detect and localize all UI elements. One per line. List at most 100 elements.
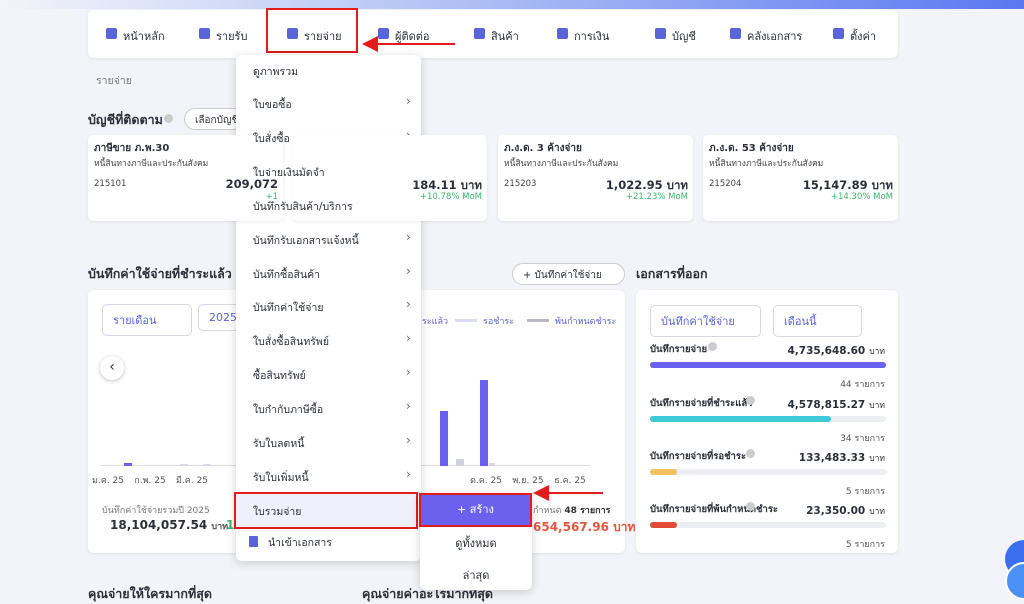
chevron: › <box>406 399 411 413</box>
nav-item[interactable]: รายรับ <box>216 30 248 43</box>
chevron: › <box>406 467 411 481</box>
row-label: บันทึกรายจ่าย <box>650 344 708 355</box>
progress-track <box>650 469 886 475</box>
breadcrumb: รายจ่าย <box>96 75 132 87</box>
bar <box>180 464 188 466</box>
nav-item[interactable]: ตั้งค่า <box>850 30 877 43</box>
create-button[interactable]: + สร้าง <box>419 493 532 527</box>
card-subtitle: หนี้สินทางภาษีและประกันสังคม <box>94 159 209 169</box>
x-tick-label: ธ.ค. 25 <box>554 476 586 486</box>
type-select[interactable]: บันทึกค่าใช้จ่าย <box>650 305 761 337</box>
menu-item[interactable]: ซื้อสินทรัพย์ <box>253 370 306 382</box>
menu-item[interactable]: บันทึกรับเอกสารแจ้งหนี้ <box>253 235 359 247</box>
section-title: บัญชีที่ติดตาม <box>88 112 163 127</box>
account-code: 215101 <box>94 179 127 189</box>
nav-icon <box>199 28 210 39</box>
row-count: 5 รายการ <box>845 540 885 550</box>
section-title: เอกสารที่ออก <box>636 266 708 281</box>
total: 18,104,057.54 บาท <box>110 518 228 533</box>
account-select[interactable]: เลือกบัญชี <box>184 108 244 130</box>
nav-item[interactable]: บัญชี <box>672 30 696 43</box>
legend-item: ระแล้ว <box>422 317 449 327</box>
period-select[interactable]: รายเดือน <box>102 304 192 336</box>
unit: บาท <box>869 347 885 357</box>
account-code: 215204 <box>709 179 742 189</box>
label: กำหนด <box>533 506 562 516</box>
bar <box>203 464 211 466</box>
progress-bar <box>650 469 677 475</box>
row-count: 34 รายการ <box>840 434 885 444</box>
menu-item[interactable]: บันทึกค่าใช้จ่าย <box>253 302 324 314</box>
legend-item: พ้นกำหนดชำระ <box>555 317 617 327</box>
account-card <box>498 135 693 221</box>
bar <box>124 463 132 466</box>
account-card <box>703 135 898 221</box>
card-title: ภ.ง.ด. 53 ค้างจ่าย <box>709 143 794 154</box>
menu-item[interactable]: นำเข้าเอกสาร <box>268 537 332 549</box>
nav-item[interactable]: ผู้ติดต่อ <box>395 30 430 43</box>
amount: 4,735,648.60 <box>787 345 866 357</box>
total-label: บันทึกค่าใช้จ่ายรวมปี 2025 <box>102 506 210 516</box>
x-tick-label: ม.ค. 25 <box>92 476 124 486</box>
nav-item[interactable]: หน้าหลัก <box>123 30 165 43</box>
menu-item[interactable]: ใบจ่ายเงินมัดจำ <box>253 167 325 179</box>
change: +21.23% MoM <box>625 192 688 202</box>
menu-item[interactable]: ใบสั่งซื้อสินทรัพย์ <box>253 336 329 348</box>
submenu-item[interactable]: ล่าสุด <box>462 569 490 582</box>
menu-item[interactable]: ใบขอซื้อ <box>253 99 292 111</box>
highlight-box <box>234 492 418 529</box>
help-icon <box>164 114 173 123</box>
nav-bar <box>88 10 898 58</box>
x-tick-label: มี.ค. 25 <box>176 476 208 486</box>
row-amount: 4,735,648.60 บาท <box>787 344 885 358</box>
help-icon <box>746 396 755 405</box>
row-count: 5 รายการ <box>845 487 885 497</box>
card-title: ภาษีขาย ภ.พ.30 <box>94 143 170 154</box>
amount: 1,022.95 บาท <box>605 178 688 192</box>
period-select[interactable]: เดือนนี้ <box>773 305 862 337</box>
add-button[interactable]: + บันทึกค่าใช้จ่าย <box>512 263 625 285</box>
nav-item[interactable]: สินค้า <box>491 30 519 43</box>
x-tick-label: ก.พ. 25 <box>134 476 166 486</box>
menu-item[interactable]: บันทึกรับสินค้า/บริการ <box>253 201 353 213</box>
overdue-label: กำหนด 48 รายการ <box>533 503 610 517</box>
highlight-box <box>266 8 358 53</box>
nav-icon <box>287 28 298 39</box>
submenu-item[interactable]: ดูทั้งหมด <box>455 537 497 550</box>
section-title: บันทึกค่าใช้จ่ายที่ชำระแล้ว รอชำ <box>88 266 266 281</box>
account-code: 215203 <box>504 179 537 189</box>
amount: 184.11 บาท <box>412 178 482 192</box>
nav-icon <box>655 28 666 39</box>
nav-icon <box>557 28 568 39</box>
chevron: › <box>406 94 411 108</box>
progress-bar <box>650 522 677 528</box>
bar <box>440 411 448 466</box>
menu-item[interactable]: ใบกำกับภาษีซื้อ <box>253 404 324 416</box>
nav-item[interactable]: การเงิน <box>574 30 610 43</box>
back-button[interactable]: ‹ <box>100 356 124 380</box>
nav-item[interactable]: รายจ่าย <box>304 30 342 43</box>
account-card <box>292 135 487 221</box>
menu-item[interactable]: รับใบเพิ่มหนี้ <box>253 472 309 484</box>
menu-item[interactable]: ใบสั่งซื้อ <box>253 133 290 145</box>
card-title: ภ.ง.ด. 3 ค้างจ่าย <box>504 143 582 154</box>
row-amount: 4,578,815.27 บาท <box>787 398 885 412</box>
progress-track <box>650 522 886 528</box>
amount: 133,483.33 <box>798 452 866 464</box>
change: +10.78% MoM <box>419 192 482 202</box>
x-tick-label: ต.ค. 25 <box>470 476 502 486</box>
menu-highlight <box>236 493 418 527</box>
amount: 4,578,815.27 <box>787 399 866 411</box>
menu-item[interactable]: บันทึกซื้อสินค้า <box>253 269 321 281</box>
menu-item[interactable]: รับใบลดหนี้ <box>253 438 305 450</box>
unit: บาท <box>869 401 885 411</box>
nav-item[interactable]: คลังเอกสาร <box>747 30 803 43</box>
count: 48 รายการ <box>564 506 611 516</box>
chevron: › <box>406 331 411 345</box>
menu-item[interactable]: ใบรวมจ่าย <box>253 506 302 518</box>
nav-icon <box>730 28 741 39</box>
top-gradient <box>0 0 1024 9</box>
amount: 15,147.89 บาท <box>802 178 893 192</box>
menu-item[interactable]: ดูภาพรวม <box>253 66 299 78</box>
